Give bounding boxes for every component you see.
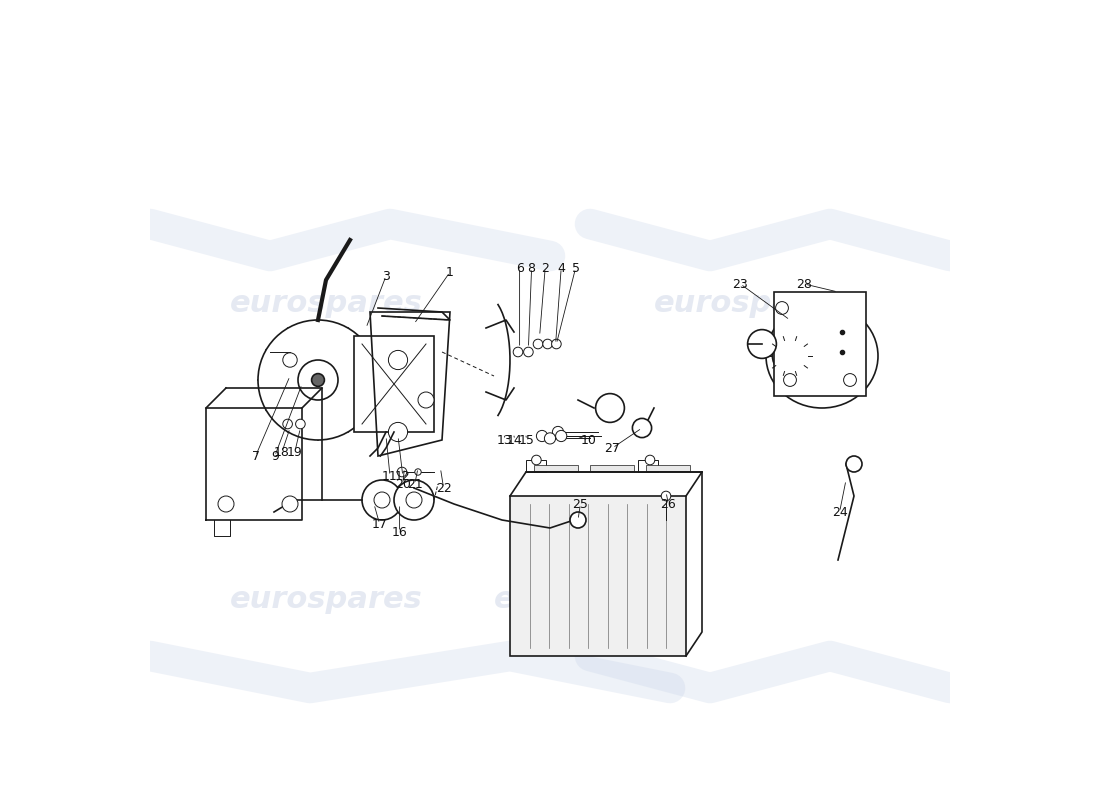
Text: 16: 16	[392, 526, 407, 538]
Circle shape	[552, 426, 563, 438]
Circle shape	[556, 430, 566, 442]
Circle shape	[298, 360, 338, 400]
Text: 12: 12	[395, 470, 410, 482]
Text: eurospares: eurospares	[653, 290, 846, 318]
Circle shape	[388, 422, 408, 442]
Text: 11: 11	[382, 470, 398, 482]
Circle shape	[388, 350, 408, 370]
Circle shape	[544, 433, 556, 444]
Circle shape	[776, 302, 789, 314]
Circle shape	[258, 320, 378, 440]
Text: 13: 13	[496, 434, 513, 446]
FancyBboxPatch shape	[646, 465, 690, 471]
Text: 21: 21	[407, 478, 422, 490]
Text: 18: 18	[274, 446, 290, 458]
Circle shape	[632, 418, 651, 438]
Circle shape	[362, 480, 402, 520]
Text: 2: 2	[541, 262, 549, 274]
Text: 17: 17	[372, 518, 387, 530]
Circle shape	[218, 496, 234, 512]
Circle shape	[570, 512, 586, 528]
Circle shape	[748, 330, 777, 358]
Circle shape	[551, 339, 561, 349]
FancyBboxPatch shape	[638, 460, 658, 472]
Circle shape	[418, 392, 434, 408]
Text: 1: 1	[447, 266, 454, 278]
FancyBboxPatch shape	[590, 465, 634, 471]
Circle shape	[296, 419, 305, 429]
Text: 6: 6	[516, 262, 524, 274]
Text: 9: 9	[271, 450, 278, 462]
Circle shape	[780, 346, 800, 366]
Circle shape	[531, 455, 541, 465]
Circle shape	[646, 455, 654, 465]
Text: 23: 23	[733, 278, 748, 290]
Text: 24: 24	[832, 506, 847, 518]
Text: 5: 5	[572, 262, 580, 274]
Text: eurospares: eurospares	[494, 586, 686, 614]
Circle shape	[283, 353, 297, 367]
FancyBboxPatch shape	[526, 460, 546, 472]
Text: 8: 8	[528, 262, 536, 274]
Text: eurospares: eurospares	[230, 290, 422, 318]
Ellipse shape	[783, 319, 861, 392]
FancyBboxPatch shape	[354, 336, 434, 432]
Circle shape	[783, 374, 796, 386]
Ellipse shape	[766, 304, 878, 408]
Text: 4: 4	[558, 262, 565, 274]
Text: 20: 20	[395, 478, 410, 490]
Circle shape	[406, 492, 422, 508]
Circle shape	[394, 480, 435, 520]
Circle shape	[282, 496, 298, 512]
Circle shape	[661, 491, 671, 501]
Circle shape	[537, 430, 548, 442]
Text: 25: 25	[572, 498, 588, 510]
Circle shape	[844, 374, 857, 386]
Circle shape	[524, 347, 534, 357]
FancyBboxPatch shape	[774, 292, 866, 396]
Circle shape	[514, 347, 522, 357]
Text: eurospares: eurospares	[230, 586, 422, 614]
Circle shape	[415, 469, 421, 475]
Circle shape	[595, 394, 625, 422]
Text: 14: 14	[507, 434, 522, 446]
Circle shape	[311, 374, 324, 386]
Bar	[510, 496, 686, 656]
Text: 15: 15	[519, 434, 535, 446]
Text: 7: 7	[252, 450, 260, 462]
Text: 22: 22	[436, 482, 451, 494]
Text: 10: 10	[581, 434, 596, 446]
Circle shape	[283, 419, 293, 429]
Circle shape	[534, 339, 542, 349]
Circle shape	[374, 492, 390, 508]
Circle shape	[542, 339, 552, 349]
Text: 26: 26	[660, 498, 676, 510]
Circle shape	[397, 467, 407, 477]
Text: 27: 27	[605, 442, 620, 454]
Circle shape	[772, 338, 807, 374]
Text: 28: 28	[796, 278, 812, 290]
Text: 3: 3	[382, 270, 389, 282]
Text: 19: 19	[287, 446, 303, 458]
Circle shape	[846, 456, 862, 472]
FancyBboxPatch shape	[534, 465, 578, 471]
